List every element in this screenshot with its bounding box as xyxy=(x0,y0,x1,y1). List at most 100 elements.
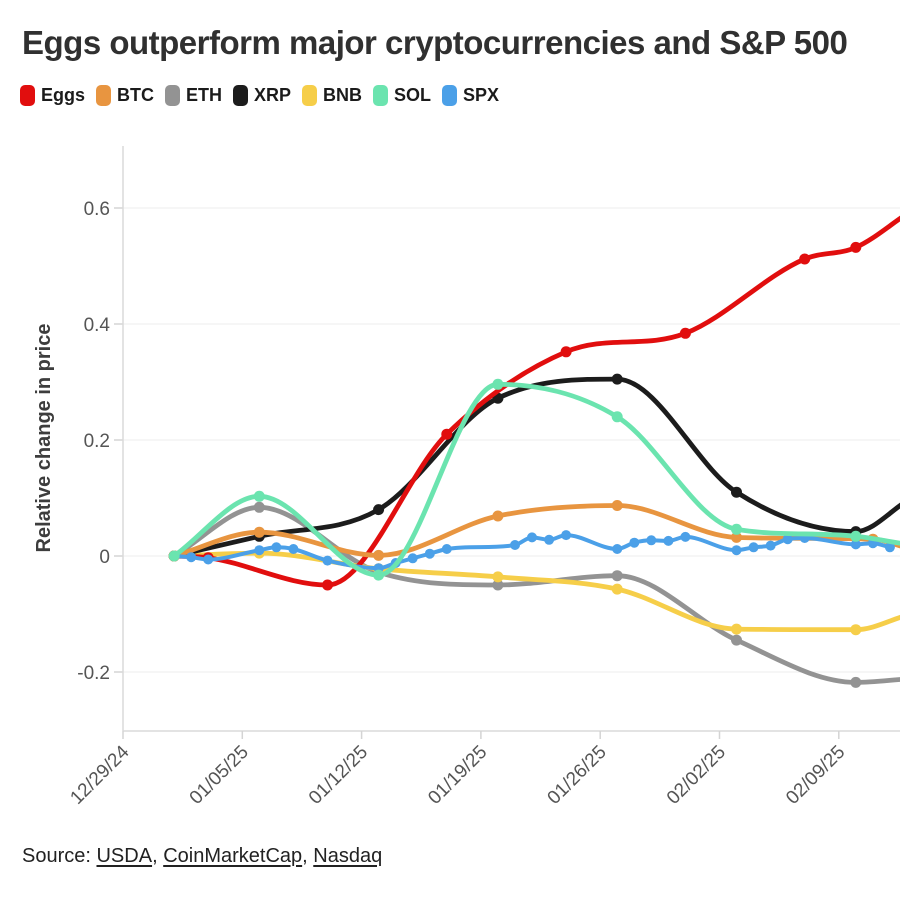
point-eggs xyxy=(441,428,453,440)
x-tick-label: 01/26/25 xyxy=(544,742,611,809)
point-eggs xyxy=(322,579,333,591)
legend-swatch-icon xyxy=(442,85,458,106)
point-spx xyxy=(765,540,776,551)
series-sol xyxy=(168,378,900,581)
series-xrp xyxy=(168,373,900,562)
legend-label: SOL xyxy=(394,85,432,105)
legend-swatch-icon xyxy=(233,85,249,106)
point-eth xyxy=(850,676,862,688)
point-btc xyxy=(611,500,623,511)
y-tick-label: 0 xyxy=(99,547,110,568)
point-spx xyxy=(254,545,265,556)
point-spx xyxy=(203,554,214,565)
legend-item-xrp: XRP xyxy=(233,85,291,106)
point-spx xyxy=(271,542,282,553)
legend-item-eggs: Eggs xyxy=(20,85,85,106)
point-spx xyxy=(884,542,895,553)
x-tick-label: 12/29/24 xyxy=(66,741,133,808)
point-bnb xyxy=(611,583,623,595)
point-spx xyxy=(527,532,537,543)
point-eth xyxy=(611,570,623,582)
point-spx xyxy=(782,534,793,545)
point-spx xyxy=(612,544,623,554)
point-spx xyxy=(510,540,520,550)
legend-swatch-icon xyxy=(165,85,181,106)
point-spx xyxy=(544,534,555,545)
point-eggs xyxy=(560,346,572,358)
point-spx xyxy=(288,544,299,554)
y-axis-title: Relative change in price xyxy=(33,324,55,553)
series-spx xyxy=(169,530,895,574)
source-separator: , xyxy=(302,845,314,867)
line-bnb xyxy=(171,550,900,633)
legend-swatch-icon xyxy=(20,85,35,106)
legend-item-btc: BTC xyxy=(96,85,154,106)
point-bnb xyxy=(492,571,504,583)
y-tick-label: -0.2 xyxy=(77,663,110,684)
point-xrp xyxy=(611,373,623,385)
legend-label: Eggs xyxy=(41,85,86,105)
point-sol xyxy=(850,530,862,542)
source-link-nasdaq[interactable]: Nasdaq xyxy=(313,845,383,867)
source-link-coinmarketcap[interactable]: CoinMarketCap xyxy=(163,845,303,867)
legend: Eggs BTC ETH XRP BNB SOL SPX xyxy=(20,85,499,106)
point-eggs xyxy=(850,241,862,253)
point-btc xyxy=(253,526,265,538)
point-spx xyxy=(646,535,657,546)
point-spx xyxy=(186,552,197,563)
line-sol xyxy=(171,381,900,578)
legend-label: BTC xyxy=(117,85,155,105)
point-eggs xyxy=(679,327,691,339)
legend-item-sol: SOL xyxy=(373,85,431,106)
point-spx xyxy=(731,545,742,556)
line-xrp xyxy=(171,376,900,559)
point-spx xyxy=(680,531,691,542)
source-prefix: Source: xyxy=(22,845,97,867)
point-btc xyxy=(731,531,742,543)
point-eggs xyxy=(799,253,811,265)
point-eth xyxy=(253,501,265,513)
y-tick-label: 0.2 xyxy=(84,431,110,452)
y-tick-label: 0.4 xyxy=(84,315,111,336)
point-bnb xyxy=(731,623,742,635)
point-btc xyxy=(492,510,504,522)
point-spx xyxy=(424,548,435,559)
point-eth xyxy=(492,579,504,591)
point-btc xyxy=(373,549,385,561)
source-link-usda[interactable]: USDA xyxy=(96,845,153,867)
point-xrp xyxy=(373,504,385,516)
legend-item-spx: SPX xyxy=(442,85,499,106)
point-spx xyxy=(748,542,759,553)
point-spx xyxy=(407,553,418,564)
point-sol xyxy=(373,569,385,581)
point-spx xyxy=(441,544,452,554)
x-tick-label: 02/09/25 xyxy=(782,742,849,809)
line-eggs xyxy=(171,215,900,588)
y-tick-label: 0.6 xyxy=(84,199,110,220)
point-spx xyxy=(322,555,333,566)
legend-label: XRP xyxy=(254,85,292,105)
source-separator: , xyxy=(152,845,164,867)
point-sol xyxy=(611,411,623,423)
point-sol xyxy=(253,490,265,502)
point-spx xyxy=(663,535,674,546)
legend-label: SPX xyxy=(463,85,500,105)
point-spx xyxy=(850,539,861,550)
point-xrp xyxy=(731,486,742,498)
x-tick-label: 01/19/25 xyxy=(424,742,491,809)
legend-item-eth: ETH xyxy=(165,85,222,106)
point-sol xyxy=(168,550,180,562)
point-sol xyxy=(492,378,504,390)
legend-swatch-icon xyxy=(302,85,318,106)
point-sol xyxy=(731,523,742,535)
point-spx xyxy=(629,537,640,548)
source-line: Source: USDA, CoinMarketCap, Nasdaq xyxy=(22,845,382,868)
legend-label: ETH xyxy=(186,85,223,105)
series-eth xyxy=(168,501,900,688)
point-eth xyxy=(731,634,742,646)
legend-item-bnb: BNB xyxy=(302,85,362,106)
series-bnb xyxy=(168,547,900,636)
x-tick-label: 01/12/25 xyxy=(305,742,372,809)
point-bnb xyxy=(850,624,862,636)
